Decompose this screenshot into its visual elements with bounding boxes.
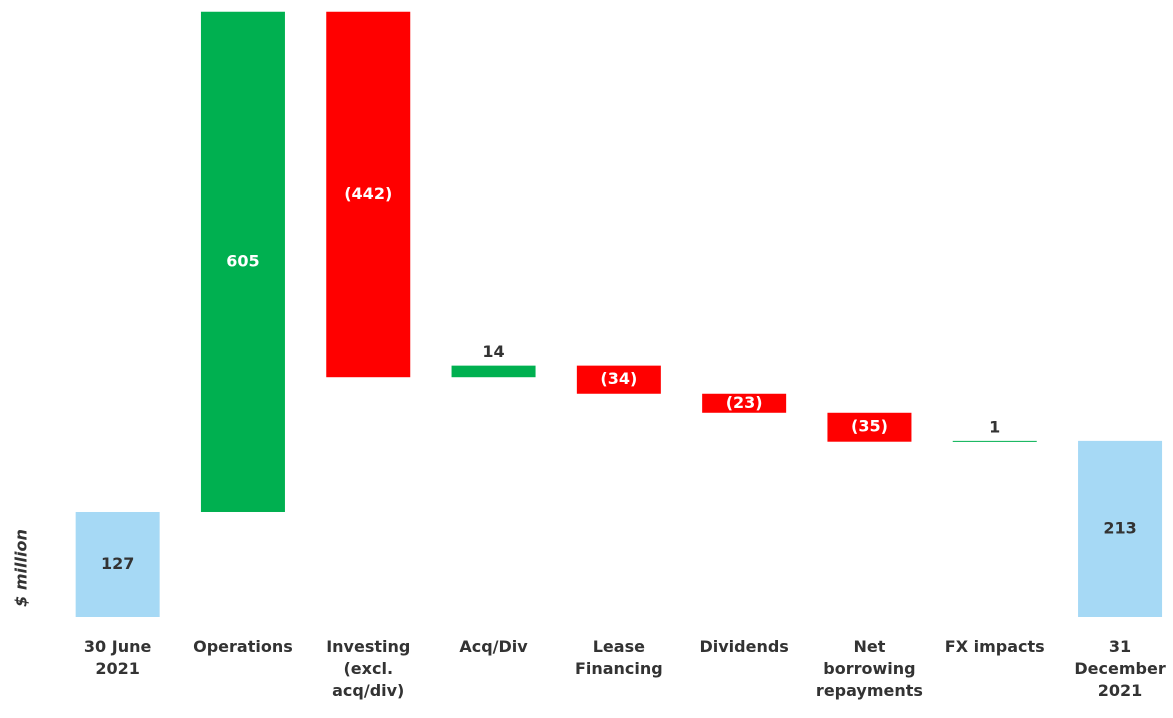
value-label: (23) [726,393,763,412]
value-label: 605 [226,251,259,270]
bar [1078,440,1163,617]
bar [827,412,912,442]
bar [75,511,160,617]
y-axis-title: $ million [12,529,31,607]
x-tick-label: 30 June 2021 [83,637,152,678]
x-tick-label: FX impacts [944,637,1045,656]
value-label: (442) [344,184,392,203]
value-label: 14 [482,342,504,361]
x-tick-label: Dividends [699,637,789,656]
x-tick-label: Net borrowing repayments [815,637,923,700]
bar [326,11,411,378]
x-tick-label: Lease Financing [574,637,663,678]
bar [200,11,285,512]
value-label: 213 [1103,518,1136,537]
bar [702,393,787,413]
value-label: (34) [600,369,637,388]
bar [952,440,1037,442]
value-label: (35) [851,417,888,436]
value-label: 127 [101,554,134,573]
x-tick-label: Investing (excl. acq/div) [326,637,411,700]
x-tick-label: Acq/Div [459,637,528,656]
x-tick-label: Operations [193,637,293,656]
bar [451,365,536,378]
x-tick-label: 31 December 2021 [1074,637,1166,700]
value-label: 1 [989,417,1000,436]
bar [576,365,661,394]
